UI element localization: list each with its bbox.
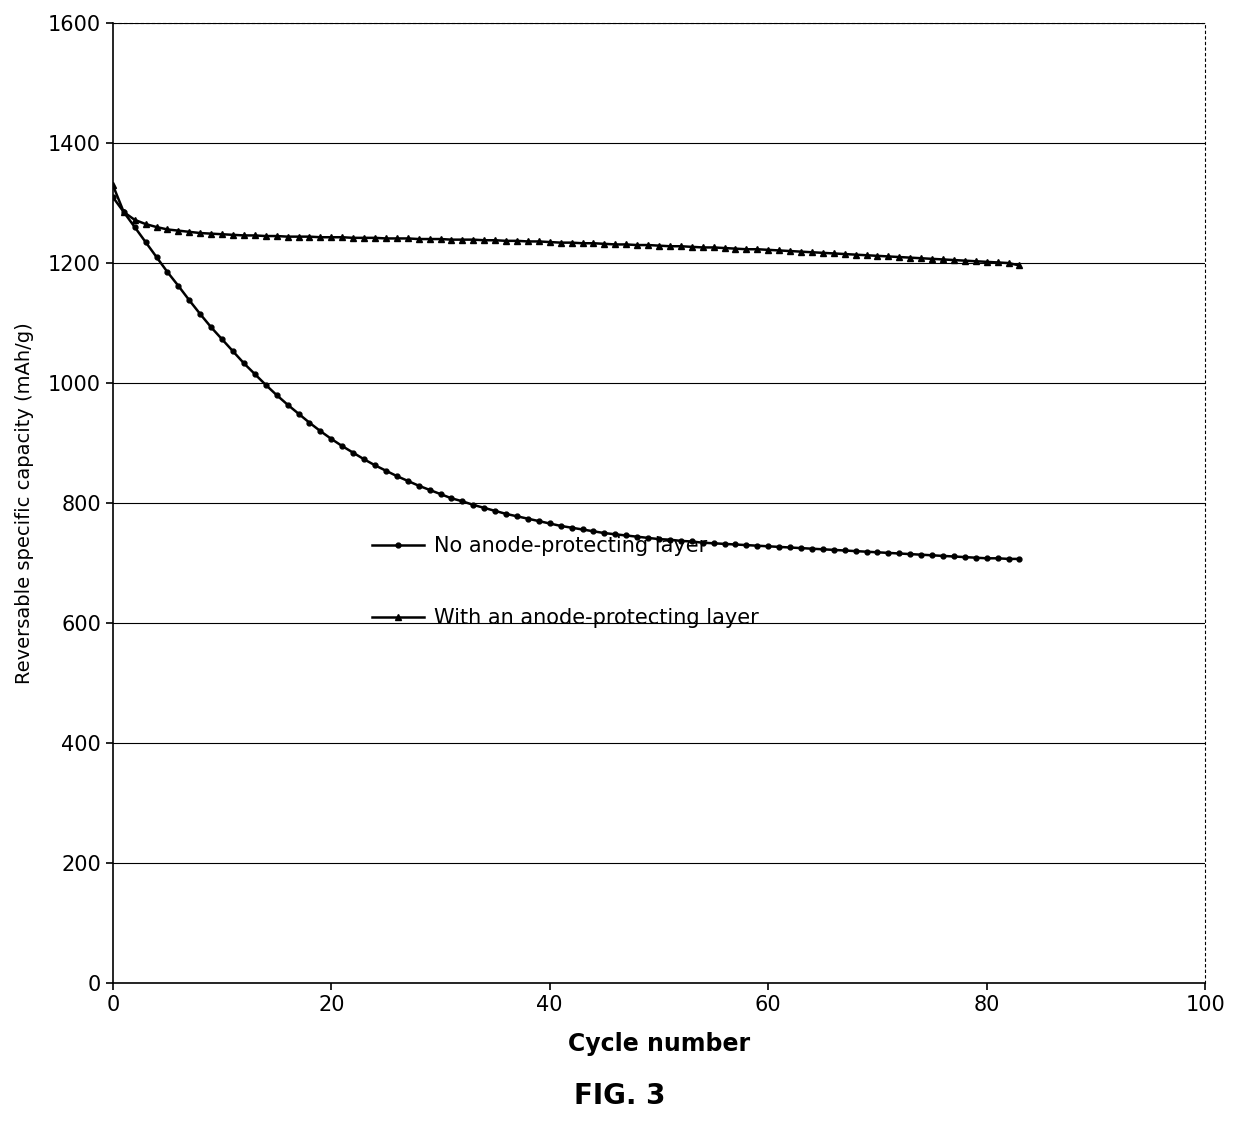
With an anode-protecting layer (1012, 259, 1027, 273)
Text: FIG. 3: FIG. 3 (574, 1082, 666, 1110)
With an anode-protecting layer (160, 223, 175, 237)
With an anode-protecting layer (117, 205, 131, 219)
Line: No anode-protecting layer: No anode-protecting layer (110, 195, 1022, 561)
Y-axis label: Reversable specific capacity (mAh/g): Reversable specific capacity (mAh/g) (15, 322, 33, 684)
No anode-protecting layer (837, 543, 852, 557)
Legend: No anode-protecting layer, With an anode-protecting layer: No anode-protecting layer, With an anode… (363, 527, 768, 637)
No anode-protecting layer (160, 265, 175, 278)
No anode-protecting layer (553, 520, 568, 533)
With an anode-protecting layer (553, 236, 568, 249)
X-axis label: Cycle number: Cycle number (568, 1031, 750, 1056)
No anode-protecting layer (1012, 552, 1027, 566)
No anode-protecting layer (105, 190, 120, 204)
No anode-protecting layer (794, 541, 808, 554)
No anode-protecting layer (117, 205, 131, 219)
Line: With an anode-protecting layer: With an anode-protecting layer (109, 181, 1023, 268)
With an anode-protecting layer (510, 234, 525, 248)
With an anode-protecting layer (794, 245, 808, 258)
With an anode-protecting layer (837, 247, 852, 260)
No anode-protecting layer (510, 509, 525, 523)
No anode-protecting layer (1001, 552, 1016, 566)
With an anode-protecting layer (105, 178, 120, 192)
